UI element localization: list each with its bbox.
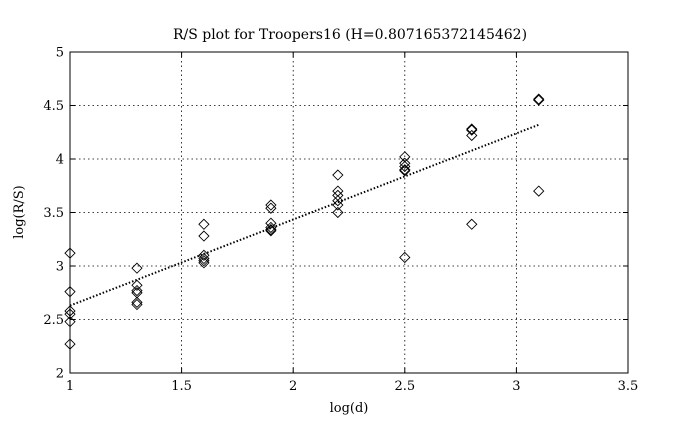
data-point bbox=[198, 249, 210, 261]
y-tick-label: 2 bbox=[56, 367, 64, 382]
data-point bbox=[466, 129, 478, 142]
data-point bbox=[332, 206, 344, 219]
data-point bbox=[198, 230, 210, 242]
data-point bbox=[399, 164, 411, 176]
data-point bbox=[533, 185, 545, 197]
data-point bbox=[64, 286, 76, 298]
y-tick-label: 4 bbox=[56, 153, 64, 168]
y-tick-label: 2.5 bbox=[43, 313, 64, 328]
data-point bbox=[131, 296, 143, 309]
data-point bbox=[265, 199, 277, 211]
data-point bbox=[533, 94, 545, 106]
data-point bbox=[131, 298, 143, 311]
x-tick-label: 3 bbox=[512, 379, 520, 394]
data-point bbox=[399, 251, 411, 264]
data-point bbox=[64, 305, 76, 317]
data-point bbox=[533, 93, 545, 105]
data-point bbox=[131, 262, 143, 274]
data-point bbox=[198, 218, 210, 230]
x-tick-label: 1.5 bbox=[171, 379, 192, 394]
data-point bbox=[466, 124, 478, 136]
data-point bbox=[265, 217, 277, 229]
data-point bbox=[265, 225, 277, 237]
data-point bbox=[265, 223, 277, 236]
x-axis-label: log(d) bbox=[330, 401, 369, 416]
data-point bbox=[198, 255, 210, 267]
y-axis-label: log(R/S) bbox=[12, 185, 27, 239]
data-point bbox=[332, 169, 344, 181]
y-tick-label: 5 bbox=[56, 46, 64, 61]
data-point bbox=[64, 247, 76, 259]
data-point bbox=[198, 257, 210, 269]
x-tick-label: 1 bbox=[66, 379, 74, 394]
data-point bbox=[265, 221, 277, 234]
data-points bbox=[64, 93, 545, 350]
data-point bbox=[332, 199, 344, 211]
data-point bbox=[332, 195, 344, 207]
data-point bbox=[265, 202, 277, 214]
data-point bbox=[64, 316, 76, 328]
data-point bbox=[64, 308, 76, 320]
x-tick-label: 3.5 bbox=[618, 379, 639, 394]
data-point bbox=[466, 218, 478, 230]
chart-title: R/S plot for Troopers16 (H=0.80716537214… bbox=[173, 27, 527, 43]
y-tick-label: 3.5 bbox=[43, 206, 64, 221]
x-tick-label: 2 bbox=[289, 379, 297, 394]
y-tick-label: 4.5 bbox=[43, 99, 64, 114]
grid bbox=[70, 52, 628, 373]
axis-ticks bbox=[69, 51, 629, 374]
data-point bbox=[131, 284, 143, 297]
data-point bbox=[198, 252, 210, 265]
data-point bbox=[466, 123, 478, 135]
data-point bbox=[131, 279, 143, 291]
y-tick-labels: 2 2.5 3 3.5 4 4.5 5 bbox=[43, 46, 64, 382]
data-point bbox=[64, 338, 76, 350]
data-point bbox=[399, 157, 411, 169]
data-point bbox=[399, 165, 411, 177]
data-point bbox=[399, 160, 411, 173]
y-tick-label: 3 bbox=[56, 260, 64, 275]
x-tick-labels: 1 1.5 2 2.5 3 3.5 bbox=[66, 379, 638, 394]
x-tick-label: 2.5 bbox=[394, 379, 415, 394]
